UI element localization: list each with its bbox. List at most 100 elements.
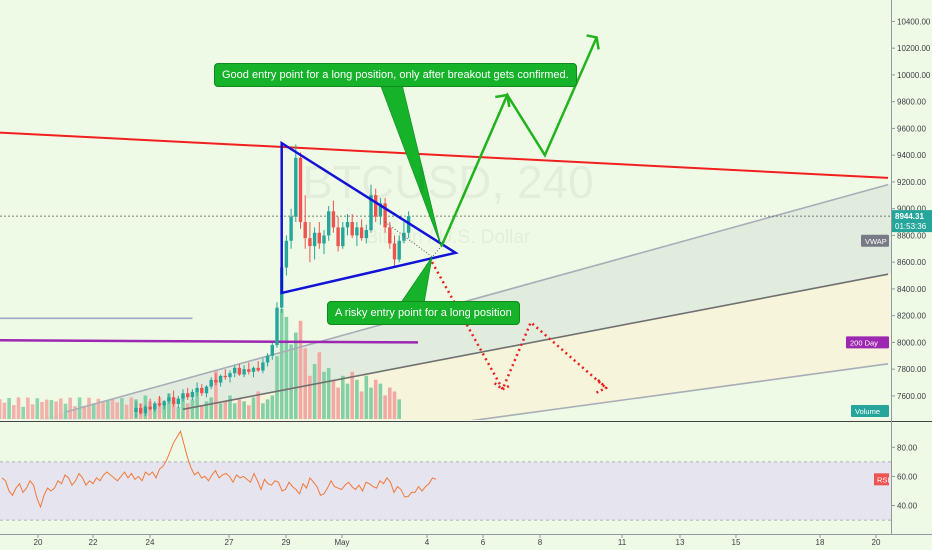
bullish-arrowhead bbox=[586, 34, 600, 50]
volume-bar bbox=[242, 401, 246, 419]
candle-body bbox=[317, 232, 321, 244]
candle-body bbox=[303, 222, 307, 239]
candle-body bbox=[364, 230, 368, 239]
volume-bar bbox=[16, 397, 21, 419]
candle-body bbox=[223, 375, 227, 378]
volume-bar bbox=[44, 399, 49, 419]
time-tick-label: 24 bbox=[146, 538, 155, 547]
time-tick-label: May bbox=[334, 538, 349, 547]
volume-bar bbox=[157, 397, 162, 419]
candle-body bbox=[378, 203, 383, 217]
price-tick-label: 10400.00 bbox=[897, 17, 931, 26]
indicator-tag-label: VWAP bbox=[865, 237, 887, 246]
volume-bar bbox=[129, 397, 134, 419]
volume-bar bbox=[110, 399, 115, 419]
volume-bar bbox=[73, 406, 77, 419]
volume-bar bbox=[326, 367, 331, 419]
volume-bar bbox=[223, 401, 228, 419]
volume-bar bbox=[115, 402, 119, 419]
volume-bar bbox=[167, 393, 171, 419]
rsi-tag bbox=[874, 473, 889, 486]
time-tick-label: 27 bbox=[225, 538, 234, 547]
volume-bar bbox=[336, 387, 340, 419]
candle-body bbox=[256, 367, 260, 371]
time-tick-label: 20 bbox=[872, 538, 881, 547]
volume-bar bbox=[317, 352, 322, 419]
bullish-arrowhead bbox=[495, 93, 511, 108]
candle-body bbox=[294, 157, 298, 217]
candle-body bbox=[322, 235, 326, 244]
volume-bar bbox=[247, 405, 251, 419]
time-tick-label: 18 bbox=[816, 538, 825, 547]
volume-bar bbox=[294, 332, 298, 419]
volume-bar bbox=[251, 397, 256, 419]
price-tick-label: 7600.00 bbox=[897, 392, 926, 401]
candle-body bbox=[270, 345, 274, 356]
volume-bar bbox=[232, 403, 237, 419]
candle-body bbox=[327, 211, 331, 236]
time-tick-label: 11 bbox=[618, 538, 627, 547]
candle-body bbox=[359, 227, 364, 239]
candle-body bbox=[402, 232, 406, 241]
candle-body bbox=[308, 238, 312, 247]
volume-bar bbox=[106, 400, 110, 419]
candle-body bbox=[374, 195, 378, 217]
candle-body bbox=[265, 355, 270, 363]
price-tick-label: 8800.00 bbox=[897, 231, 926, 240]
trendline-channel-upper bbox=[65, 183, 889, 413]
time-tick-label: 22 bbox=[89, 538, 98, 547]
price-tick-label: 8200.00 bbox=[897, 312, 926, 321]
volume-bar bbox=[200, 405, 204, 419]
volume-bar bbox=[35, 398, 40, 419]
volume-bar bbox=[124, 404, 129, 419]
candle-body bbox=[388, 227, 392, 244]
indicator-tag-label: 200 Day bbox=[850, 338, 878, 347]
volume-bar bbox=[120, 398, 124, 419]
volume-bar bbox=[185, 403, 190, 419]
volume-bar bbox=[218, 403, 223, 419]
volume-bar bbox=[284, 316, 289, 419]
volume-bar bbox=[30, 404, 35, 419]
volume-bar bbox=[54, 401, 58, 419]
rsi-tick-label: 80.00 bbox=[897, 443, 918, 452]
volume-bar bbox=[96, 398, 101, 419]
volume-bar bbox=[195, 391, 199, 419]
candle-body bbox=[275, 307, 279, 346]
volume-bar bbox=[341, 375, 345, 419]
volume-bar bbox=[49, 400, 54, 419]
symmetrical-triangle bbox=[280, 140, 459, 295]
volume-bar bbox=[171, 401, 176, 419]
volume-bar bbox=[373, 379, 378, 419]
candle-body bbox=[247, 369, 251, 372]
volume-bar bbox=[312, 364, 317, 419]
rsi-tag-label: RSI bbox=[877, 475, 890, 484]
candle-body bbox=[171, 397, 176, 404]
candle-body bbox=[186, 393, 190, 398]
volume-bar bbox=[388, 387, 392, 419]
candle-body bbox=[341, 227, 345, 247]
candle-body bbox=[153, 403, 157, 410]
candle-body bbox=[251, 367, 256, 372]
volume-bar bbox=[153, 405, 157, 419]
trendline-resistance bbox=[0, 131, 889, 179]
price-tick-label: 7800.00 bbox=[897, 365, 926, 374]
time-tick-label: 8 bbox=[538, 538, 543, 547]
candle-body bbox=[204, 386, 209, 394]
volume-bar bbox=[101, 401, 105, 419]
volume-bar bbox=[383, 395, 387, 419]
indicator-tag bbox=[846, 336, 889, 349]
candle-body bbox=[345, 222, 350, 228]
price-tick-label: 8000.00 bbox=[897, 338, 926, 347]
candle-body bbox=[209, 379, 213, 387]
candle-body bbox=[369, 195, 373, 231]
candle-body bbox=[336, 227, 340, 247]
candle-body bbox=[200, 387, 204, 394]
trendline-ma-200 bbox=[0, 339, 419, 344]
time-tick-label: 13 bbox=[676, 538, 685, 547]
volume-bar bbox=[12, 405, 16, 419]
candle-body bbox=[162, 401, 166, 406]
time-tick-label: 6 bbox=[481, 538, 486, 547]
volume-bar bbox=[176, 407, 181, 419]
candle-body bbox=[237, 367, 242, 375]
